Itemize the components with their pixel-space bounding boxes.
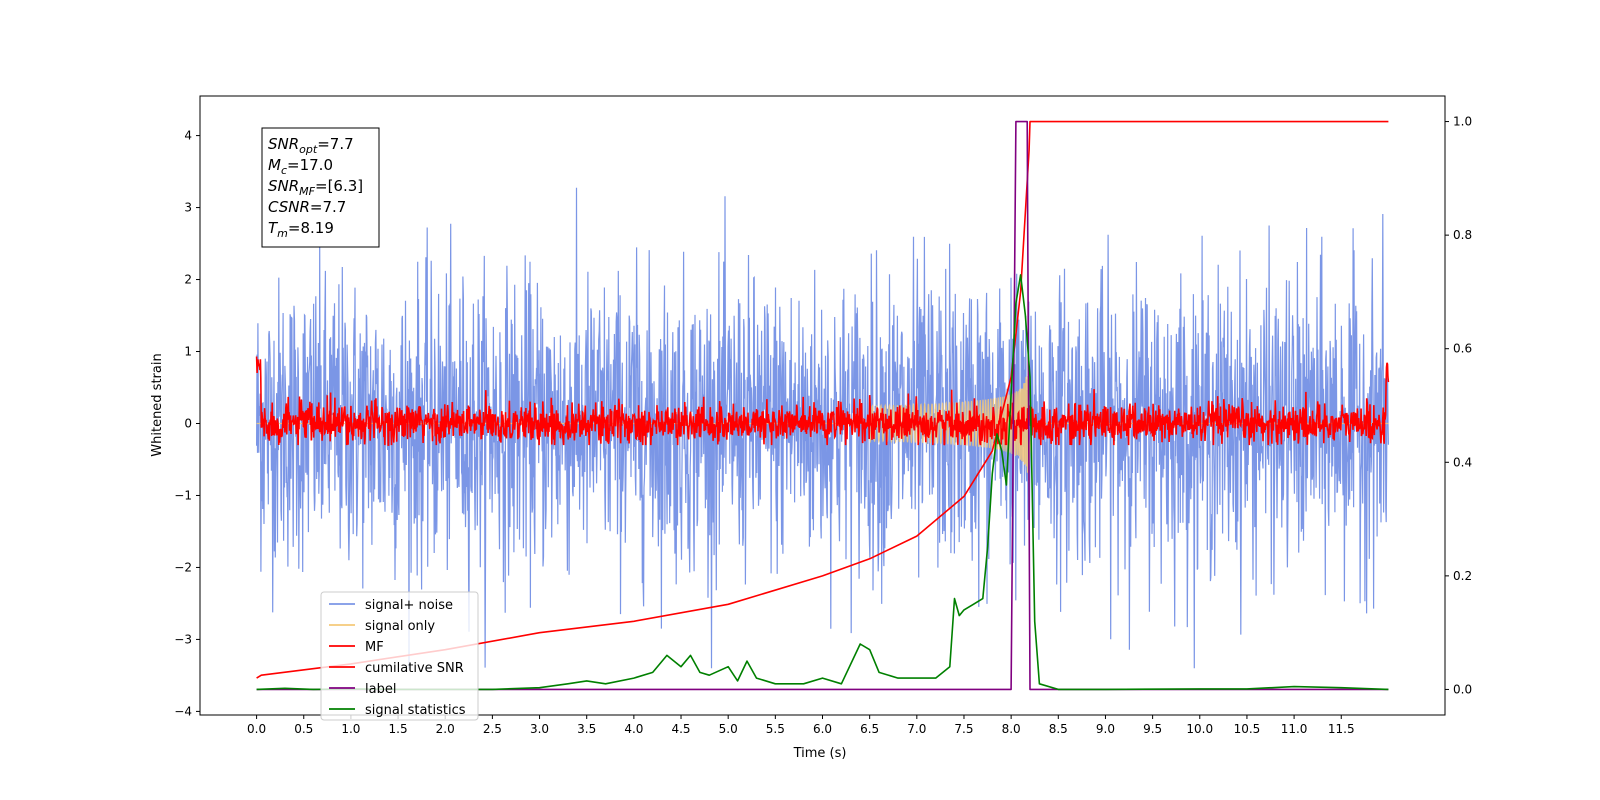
x-tick-label: 6.5 xyxy=(860,722,879,736)
annotation-line: Tm=8.19 xyxy=(268,219,334,240)
x-tick-label: 4.5 xyxy=(671,722,690,736)
y-tick-label: 1 xyxy=(184,345,192,359)
annotation-value: =17.0 xyxy=(287,156,333,174)
legend-frame xyxy=(320,591,479,721)
annotation-subscript: MF xyxy=(299,185,315,198)
x-tick-label: 5.0 xyxy=(719,722,738,736)
series-signal-statistics xyxy=(256,274,1389,691)
annotation-symbol: T xyxy=(268,219,279,237)
annotation-line: SNRopt=7.7 xyxy=(268,135,354,156)
x-tick-label: 6.0 xyxy=(813,722,832,736)
series-signal-noise xyxy=(256,187,1389,669)
legend-entry-label: label xyxy=(365,682,396,697)
y-tick-label: 3 xyxy=(184,201,192,215)
stats-annotation-box: SNRopt=7.7Mc=17.0SNRMF=[6.3]CSNR=7.7Tm=8… xyxy=(261,127,380,248)
x-tick-label: 11.0 xyxy=(1281,722,1308,736)
annotation-subscript: c xyxy=(281,164,287,177)
annotation-value: =8.19 xyxy=(288,219,334,237)
x-tick-label: 9.0 xyxy=(1096,722,1115,736)
x-tick-label: 0.0 xyxy=(247,722,266,736)
y-tick-label: 0 xyxy=(184,416,192,430)
y2-tick-label: 0.8 xyxy=(1453,228,1472,242)
x-axis-label: Time (s) xyxy=(793,746,847,761)
legend-entry-label: signal statistics xyxy=(365,703,466,718)
annotation-value: =7.7 xyxy=(310,198,346,216)
x-tick-label: 10.0 xyxy=(1186,722,1213,736)
annotation-line: CSNR=7.7 xyxy=(268,198,346,216)
y-tick-label: 2 xyxy=(184,273,192,287)
series-mf xyxy=(255,356,1390,446)
y2-tick-label: 0.6 xyxy=(1453,342,1472,356)
annotation-subscript: opt xyxy=(299,143,318,156)
x-tick-label: 4.0 xyxy=(624,722,643,736)
x-tick-label: 0.5 xyxy=(294,722,313,736)
annotation-symbol: M xyxy=(268,156,281,174)
x-axis: 0.0 0.5 1.0 1.5 2.0 2.5 3.0 3.5 4.0 4.5 5.0 5.5 6.0 6… xyxy=(247,715,1355,736)
annotation-frame xyxy=(261,127,380,248)
annotation-value: =[6.3] xyxy=(315,177,363,195)
y-tick-label: −1 xyxy=(174,488,192,502)
y-axis-right: 1.0 0.8 0.6 0.4 0.2 0.0 xyxy=(1445,115,1472,696)
annotation-line: SNRMF=[6.3] xyxy=(268,177,363,198)
annotation-symbol: SNR xyxy=(268,177,299,195)
x-tick-label: 3.0 xyxy=(530,722,549,736)
y2-tick-label: 0.4 xyxy=(1453,455,1472,469)
x-tick-label: 2.0 xyxy=(436,722,455,736)
legend-entry-label: cumilative SNR xyxy=(365,661,464,676)
y-tick-label: −4 xyxy=(174,704,192,718)
legend: signal+ noise signal only MF cumilative SNR… xyxy=(320,591,479,721)
series-signal-only xyxy=(256,356,1389,483)
y-axis-label: Whitened strain xyxy=(150,353,165,456)
y2-tick-label: 0.0 xyxy=(1453,682,1472,696)
x-tick-label: 8.0 xyxy=(1002,722,1021,736)
x-tick-label: 3.5 xyxy=(577,722,596,736)
annotation-subscript: m xyxy=(277,227,288,240)
x-tick-label: 1.0 xyxy=(341,722,360,736)
legend-entry-label: signal only xyxy=(365,619,435,634)
legend-entry-label: MF xyxy=(365,640,384,655)
y-tick-label: 4 xyxy=(184,129,192,143)
annotation-line: Mc=17.0 xyxy=(268,156,333,177)
annotation-symbol: CSNR xyxy=(268,198,310,216)
x-tick-label: 7.5 xyxy=(954,722,973,736)
x-tick-label: 7.0 xyxy=(907,722,926,736)
x-tick-label: 9.5 xyxy=(1143,722,1162,736)
y2-tick-label: 1.0 xyxy=(1453,115,1472,129)
y-axis-left: 4 3 2 1 0 −1 −2 −3 −4 xyxy=(174,129,200,718)
x-tick-label: 11.5 xyxy=(1328,722,1355,736)
annotation-value: =7.7 xyxy=(317,135,353,153)
x-tick-label: 2.5 xyxy=(483,722,502,736)
y-tick-label: −3 xyxy=(174,632,192,646)
y-tick-label: −2 xyxy=(174,560,192,574)
x-tick-label: 5.5 xyxy=(766,722,785,736)
x-tick-label: 1.5 xyxy=(389,722,408,736)
x-tick-label: 10.5 xyxy=(1234,722,1261,736)
legend-entry-label: signal+ noise xyxy=(365,598,453,613)
x-tick-label: 8.5 xyxy=(1049,722,1068,736)
annotation-symbol: SNR xyxy=(268,135,299,153)
y2-tick-label: 0.2 xyxy=(1453,569,1472,583)
